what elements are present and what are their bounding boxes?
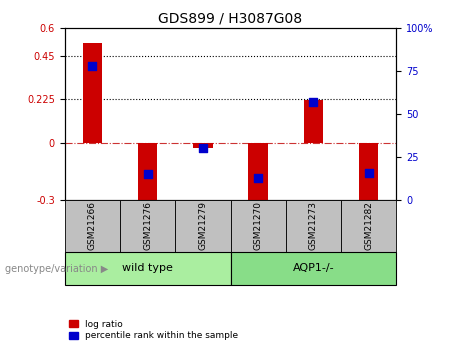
Point bbox=[365, 170, 372, 175]
Bar bbox=[341, 200, 396, 252]
Bar bbox=[193, 142, 213, 148]
Bar bbox=[175, 200, 230, 252]
Title: GDS899 / H3087G08: GDS899 / H3087G08 bbox=[159, 11, 302, 25]
Text: wild type: wild type bbox=[122, 263, 173, 273]
Text: GSM21273: GSM21273 bbox=[309, 201, 318, 250]
Bar bbox=[304, 100, 323, 142]
Bar bbox=[138, 142, 157, 202]
Point bbox=[89, 63, 96, 68]
Text: genotype/variation ▶: genotype/variation ▶ bbox=[5, 264, 108, 274]
Point bbox=[144, 171, 151, 177]
Text: AQP1-/-: AQP1-/- bbox=[293, 263, 334, 273]
Bar bbox=[120, 200, 175, 252]
Bar bbox=[230, 200, 286, 252]
Point bbox=[199, 146, 207, 151]
Bar bbox=[359, 142, 378, 202]
Point bbox=[310, 99, 317, 105]
Bar bbox=[286, 200, 341, 252]
Text: GSM21279: GSM21279 bbox=[198, 201, 207, 250]
Text: GSM21276: GSM21276 bbox=[143, 201, 152, 250]
Legend: log ratio, percentile rank within the sample: log ratio, percentile rank within the sa… bbox=[69, 320, 238, 341]
Text: GSM21270: GSM21270 bbox=[254, 201, 263, 250]
Text: GSM21282: GSM21282 bbox=[364, 201, 373, 250]
Bar bbox=[65, 252, 230, 285]
Point bbox=[254, 175, 262, 180]
Bar bbox=[65, 200, 120, 252]
Bar bbox=[83, 43, 102, 142]
Bar bbox=[230, 252, 396, 285]
Bar bbox=[248, 142, 268, 202]
Text: GSM21266: GSM21266 bbox=[88, 201, 97, 250]
